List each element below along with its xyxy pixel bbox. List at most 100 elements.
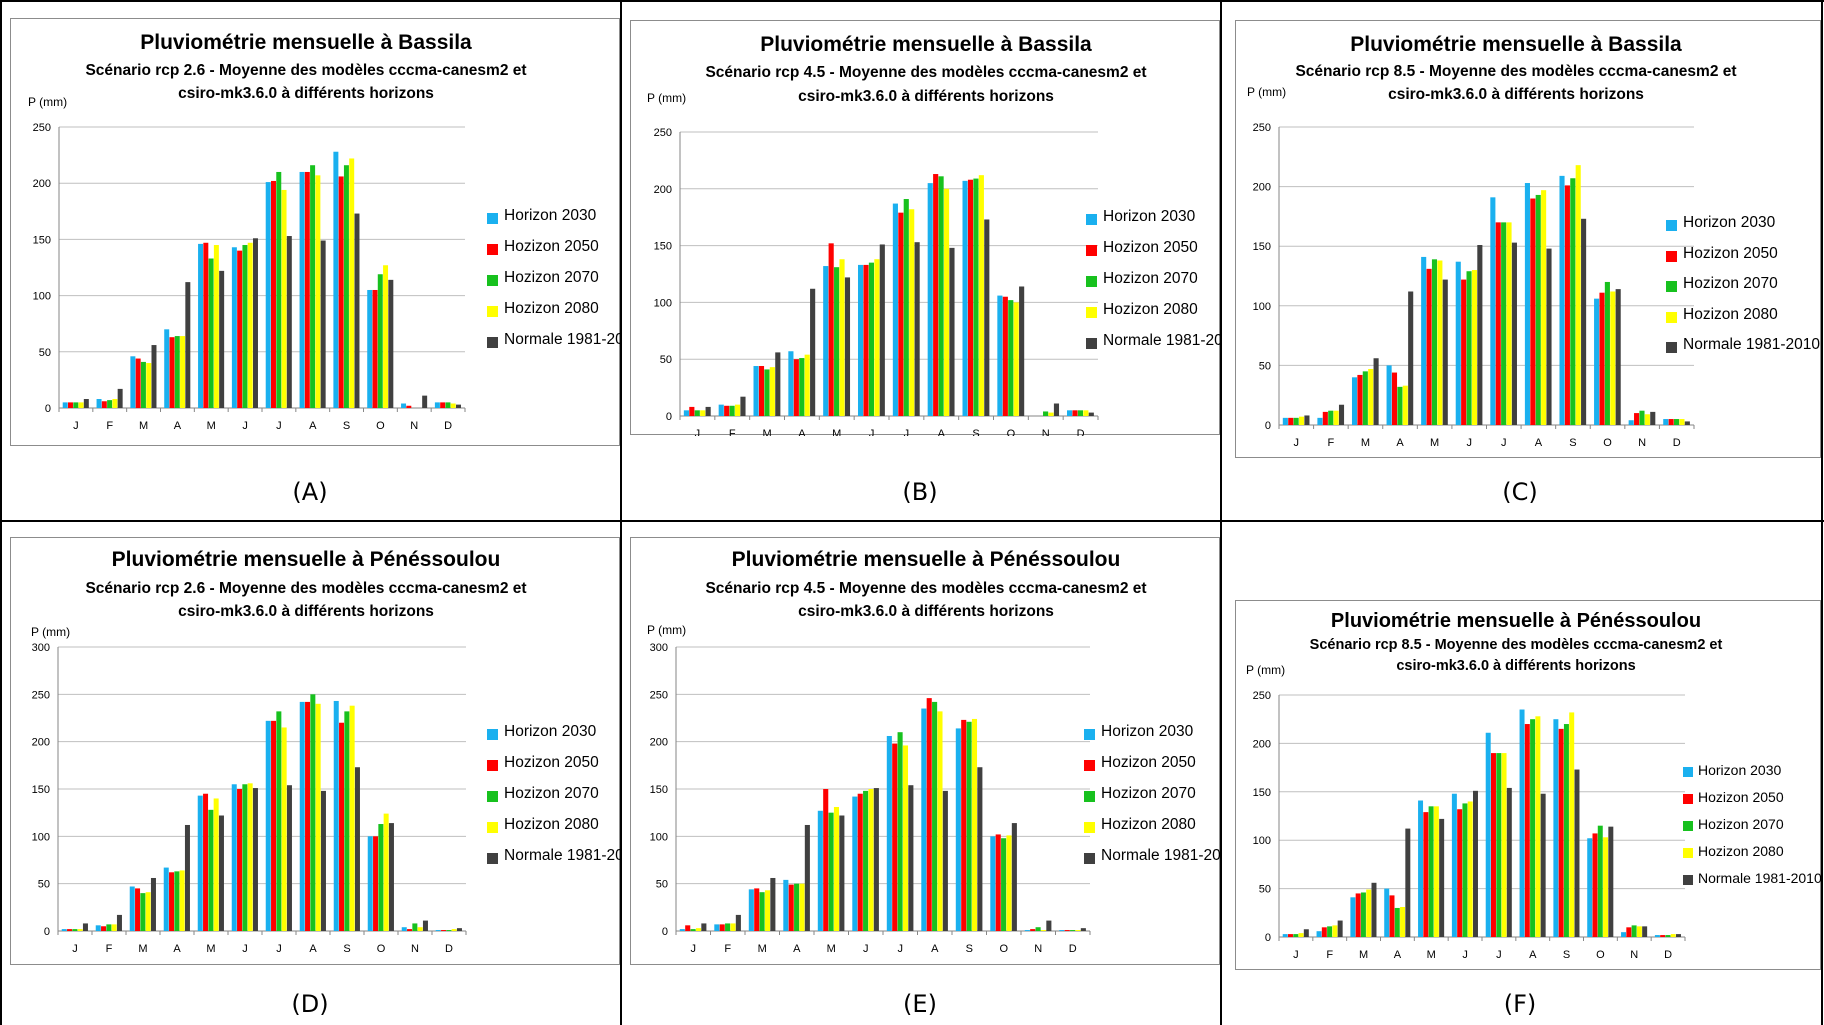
bar bbox=[197, 795, 203, 931]
chart-subtitle-line1: Scénario rcp 4.5 - Moyenne des modèles c… bbox=[705, 64, 1147, 81]
bar bbox=[276, 711, 282, 931]
bar bbox=[1072, 410, 1078, 416]
bar bbox=[412, 923, 418, 931]
legend-swatch bbox=[487, 337, 498, 348]
bar bbox=[932, 701, 938, 931]
bar bbox=[1592, 833, 1598, 937]
bar bbox=[111, 924, 117, 931]
y-tick-label: 50 bbox=[1259, 884, 1271, 896]
chart-title: Pluviométrie mensuelle à Pénéssoulou bbox=[731, 548, 1121, 571]
bar bbox=[1501, 222, 1507, 425]
bar bbox=[1405, 828, 1411, 937]
bar bbox=[1631, 925, 1637, 937]
bar bbox=[1467, 801, 1473, 937]
bar bbox=[753, 366, 759, 416]
y-tick-label: 100 bbox=[33, 291, 51, 303]
legend-label: Normale 1981-2010 bbox=[1101, 847, 1221, 864]
bar bbox=[450, 403, 456, 408]
bar bbox=[247, 783, 253, 931]
bar bbox=[1535, 716, 1541, 937]
x-tick-label: S bbox=[966, 943, 973, 955]
bar bbox=[73, 402, 79, 408]
bar bbox=[145, 892, 151, 931]
legend-label: Hozizon 2080 bbox=[504, 816, 599, 833]
bar bbox=[828, 243, 834, 416]
bar bbox=[873, 788, 879, 931]
bar bbox=[690, 929, 696, 931]
bar bbox=[1400, 906, 1406, 937]
bar bbox=[252, 788, 258, 931]
bar bbox=[1001, 838, 1007, 931]
bar bbox=[67, 929, 73, 931]
bar bbox=[701, 923, 707, 931]
legend-clip: Horizon 2030 Hozizon 2050 Hozizon 2070 H… bbox=[1666, 213, 1822, 378]
bar bbox=[150, 877, 156, 931]
legend-swatch bbox=[1086, 245, 1097, 256]
panel-caption: (A) bbox=[292, 478, 328, 506]
bar bbox=[718, 404, 724, 416]
bar bbox=[839, 815, 845, 931]
bar bbox=[218, 815, 224, 931]
y-tick-label: 150 bbox=[654, 241, 672, 253]
bar bbox=[1684, 421, 1690, 425]
bar bbox=[1040, 930, 1047, 931]
bar bbox=[1282, 417, 1288, 425]
bar bbox=[1338, 404, 1345, 425]
bar bbox=[78, 402, 84, 408]
x-tick-label: D bbox=[1673, 437, 1681, 449]
bar bbox=[788, 351, 794, 416]
x-tick-label: S bbox=[972, 428, 979, 436]
x-tick-label: M bbox=[1359, 949, 1368, 961]
y-tick-label: 200 bbox=[650, 737, 668, 749]
bar bbox=[456, 404, 461, 408]
bar bbox=[1558, 728, 1564, 937]
legend-label: Horizon 2030 bbox=[504, 723, 597, 740]
bar bbox=[1642, 926, 1648, 937]
bar bbox=[1293, 934, 1299, 937]
bar bbox=[1654, 935, 1660, 937]
legend-swatch bbox=[487, 275, 498, 286]
bar bbox=[1083, 410, 1089, 416]
panel-caption: (E) bbox=[903, 990, 937, 1018]
y-tick-label: 0 bbox=[662, 926, 668, 938]
x-tick-label: D bbox=[1077, 428, 1085, 436]
y-tick-label: 50 bbox=[39, 347, 51, 359]
bar bbox=[879, 244, 885, 416]
bar bbox=[966, 721, 972, 931]
bar bbox=[1439, 818, 1445, 937]
bar bbox=[1442, 279, 1448, 425]
bar bbox=[383, 813, 389, 931]
bar bbox=[208, 809, 214, 931]
x-tick-label: A bbox=[938, 428, 946, 436]
bar bbox=[1282, 934, 1288, 937]
bar bbox=[1674, 419, 1680, 425]
bar bbox=[937, 711, 943, 931]
x-tick-label: M bbox=[138, 943, 147, 955]
bar bbox=[689, 406, 695, 416]
x-tick-label: N bbox=[1638, 437, 1646, 449]
bar bbox=[908, 785, 914, 931]
bar bbox=[823, 789, 829, 931]
legend-swatch bbox=[1084, 822, 1095, 833]
bar bbox=[1473, 790, 1478, 937]
bar bbox=[1604, 281, 1610, 425]
bar bbox=[1088, 412, 1094, 416]
bar bbox=[949, 247, 955, 416]
x-tick-label: S bbox=[1569, 437, 1576, 449]
legend-label: Normale 1981-2010 bbox=[504, 331, 621, 348]
bar bbox=[417, 927, 423, 931]
bar bbox=[299, 171, 305, 408]
bar bbox=[67, 402, 73, 408]
y-tick-label: 50 bbox=[1259, 360, 1271, 372]
bar bbox=[759, 892, 765, 931]
bar bbox=[1541, 190, 1547, 425]
bar bbox=[775, 352, 781, 416]
bar bbox=[1610, 291, 1616, 425]
bar bbox=[237, 789, 243, 931]
chart-title: Pluviométrie mensuelle à Bassila bbox=[140, 31, 472, 54]
bar bbox=[1357, 374, 1363, 425]
bar bbox=[823, 266, 829, 416]
bar bbox=[1287, 934, 1293, 937]
panel-caption: (D) bbox=[291, 990, 329, 1018]
x-tick-label: J bbox=[691, 943, 697, 955]
